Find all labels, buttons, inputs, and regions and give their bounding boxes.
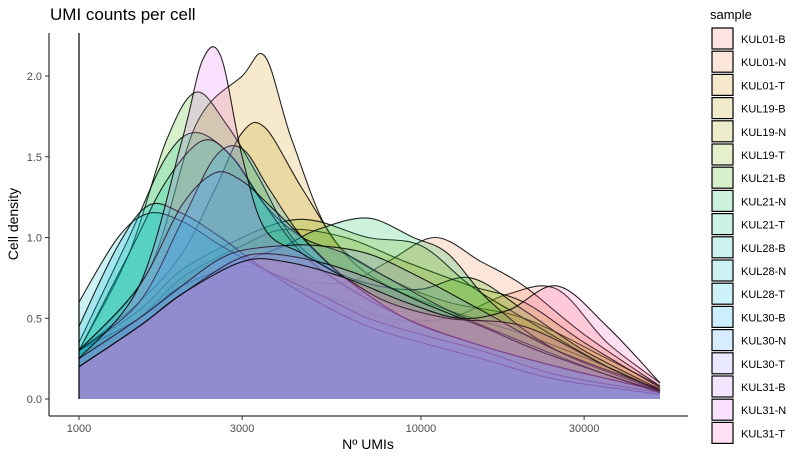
outline-kul31-t — [78, 258, 661, 384]
y-tick-label: 2.0 — [27, 71, 42, 83]
area-kul19-t — [79, 219, 660, 399]
legend-label-kul30-b: KUL30-B — [741, 312, 786, 324]
area-kul31-n — [79, 46, 660, 399]
area-kul21-t — [79, 132, 660, 399]
legend-key-kul01-b — [711, 27, 734, 50]
legend-key-kul21-n — [711, 189, 734, 212]
legend-label-kul21-b: KUL21-B — [741, 173, 786, 185]
y-axis-ticks: 0.0 0.5 1.0 1.5 2.0 — [27, 71, 49, 406]
area-kul28-b — [79, 139, 660, 399]
area-kul01-t — [79, 53, 660, 400]
legend-key-kul30-t — [711, 352, 734, 375]
legend-label-kul21-t: KUL21-T — [741, 220, 785, 232]
legend-label-kul01-n: KUL01-N — [741, 57, 786, 69]
legend-key-kul28-n — [711, 259, 734, 282]
y-axis-title: Cell density — [5, 188, 21, 260]
legend-label-kul28-t: KUL28-T — [741, 289, 785, 301]
legend-label-kul01-b: KUL01-B — [741, 34, 786, 46]
legend-label-kul28-n: KUL28-N — [741, 266, 786, 278]
legend-label-kul21-n: KUL21-N — [741, 196, 786, 208]
legend-key-kul19-n — [711, 120, 734, 143]
y-tick-label: 0.0 — [27, 394, 42, 406]
area-kul19-b — [79, 122, 660, 399]
outline-kul28-n — [78, 212, 661, 394]
legend-key-kul21-t — [711, 213, 734, 236]
y-tick-label: 1.5 — [27, 152, 42, 164]
legend-key-kul21-b — [711, 166, 734, 189]
legend-label-kul01-t: KUL01-T — [741, 80, 785, 92]
legend-label-kul30-t: KUL30-T — [741, 359, 785, 371]
legend-key-kul30-b — [711, 305, 734, 328]
legend-key-kul31-n — [711, 398, 734, 421]
x-tick-label: 30000 — [569, 423, 600, 435]
legend-key-kul19-b — [711, 96, 734, 120]
outline-kul19-t — [78, 218, 661, 392]
area-kul21-n — [79, 217, 660, 399]
outline-kul28-t — [78, 202, 661, 395]
area-kul19-n — [79, 229, 660, 399]
outline-kul19-n — [78, 228, 661, 389]
legend-label-kul28-b: KUL28-B — [741, 243, 786, 255]
density-areas — [78, 46, 661, 400]
legend-label-kul30-n: KUL30-N — [741, 336, 786, 348]
legend-key-kul31-t — [711, 421, 734, 444]
legend-label-kul31-b: KUL31-B — [741, 382, 786, 394]
legend-label-kul19-b: KUL19-B — [741, 104, 786, 116]
legend-label-kul31-t: KUL31-T — [741, 428, 785, 440]
y-tick-label: 1.0 — [27, 233, 42, 245]
x-tick-label: 1000 — [67, 423, 91, 435]
chart-title: UMI counts per cell — [50, 5, 196, 24]
legend-title: sample — [710, 7, 752, 22]
legend-key-kul01-n — [711, 50, 734, 73]
outline-kul01-b — [78, 276, 661, 384]
legend-key-kul28-t — [711, 282, 734, 305]
x-axis-ticks: 1000 3000 10000 30000 — [67, 416, 600, 435]
legend-label-kul19-n: KUL19-N — [741, 127, 786, 139]
area-kul31-t — [79, 258, 660, 399]
outline-kul30-n — [78, 171, 661, 392]
y-tick-label: 0.5 — [27, 313, 42, 325]
area-kul30-t — [79, 244, 660, 399]
legend-key-kul28-b — [711, 236, 734, 259]
area-kul28-n — [79, 212, 660, 399]
area-kul28-t — [79, 203, 660, 399]
outline-kul31-n — [78, 46, 661, 392]
area-kul30-b — [79, 145, 660, 399]
outline-kul30-t — [78, 244, 661, 390]
legend-label-kul31-n: KUL31-N — [741, 405, 786, 417]
legend-key-kul19-t — [711, 143, 734, 166]
legend-key-kul31-b — [711, 375, 734, 398]
area-kul31-b — [79, 253, 660, 399]
legend: sample KUL01-B KUL01-N KUL01-T KUL19-B KUL19… — [710, 7, 786, 444]
area-kul30-n — [79, 171, 660, 399]
x-tick-label: 10000 — [406, 423, 437, 435]
legend-key-kul01-t — [711, 73, 734, 97]
outline-kul21-b — [78, 91, 661, 390]
area-kul01-n — [79, 237, 660, 399]
x-tick-label: 3000 — [230, 423, 254, 435]
legend-label-kul19-t: KUL19-T — [741, 150, 785, 162]
legend-key-kul30-n — [711, 329, 734, 352]
x-axis-title: Nº UMIs — [342, 436, 394, 452]
